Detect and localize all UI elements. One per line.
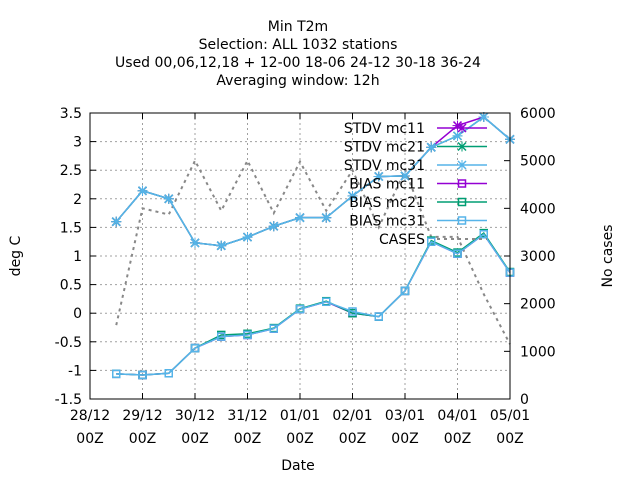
x-tick-label-hour: 00Z	[181, 431, 208, 447]
data-point	[400, 286, 410, 296]
y2-tick-label: 2000	[520, 297, 556, 313]
x-tick-label-date: 28/12	[70, 408, 110, 424]
data-point	[243, 330, 252, 340]
x-tick-label-hour: 00Z	[444, 431, 471, 447]
data-point	[373, 171, 384, 182]
data-point	[427, 237, 436, 246]
data-point	[242, 232, 253, 243]
data-point	[453, 249, 462, 258]
series-line-stdv-mc21	[115, 116, 511, 247]
data-point	[321, 212, 332, 223]
data-point	[216, 240, 227, 251]
data-point	[111, 216, 122, 227]
x-tick-label-hour: 00Z	[129, 431, 156, 447]
y-tick-label: 1.5	[60, 220, 82, 236]
legend-marker	[457, 179, 467, 188]
series-line-cases	[115, 158, 511, 345]
y-tick-label: 1	[73, 249, 82, 265]
y2-tick-label: 4000	[520, 201, 556, 217]
x-tick-label-date: 30/12	[175, 408, 215, 424]
data-point	[138, 370, 147, 380]
data-point	[374, 312, 383, 321]
data-point	[268, 221, 279, 232]
data-point	[269, 324, 278, 333]
legend-marker	[457, 141, 467, 152]
data-point	[400, 170, 410, 181]
x-tick-label-hour: 00Z	[496, 431, 523, 447]
data-point	[348, 307, 357, 316]
x-tick-label-date: 05/01	[490, 408, 530, 424]
data-point	[190, 237, 200, 248]
y-tick-label: 3.5	[60, 106, 82, 122]
series-line-stdv-mc31	[115, 116, 511, 247]
y-tick-label: 3	[73, 135, 82, 151]
legend-label: CASES	[379, 232, 425, 248]
y-tick-label: -1.5	[55, 392, 82, 408]
y-tick-label: 2	[73, 192, 82, 208]
legend-marker	[457, 216, 467, 225]
x-tick-label-hour: 00Z	[339, 431, 366, 447]
data-point	[478, 112, 489, 123]
legend-label: STDV mc31	[344, 158, 425, 174]
chart-title: Min T2m Selection: ALL 1032 stations Used …	[115, 19, 481, 89]
data-point	[190, 343, 200, 353]
data-point	[347, 190, 358, 201]
y-tick-label: 0	[73, 306, 82, 322]
data-point	[426, 142, 437, 153]
legend-marker	[457, 123, 467, 133]
y2-tick-label: 6000	[520, 106, 556, 122]
data-point	[217, 332, 226, 341]
x-tick-label-hour: 00Z	[391, 431, 418, 447]
data-point	[295, 304, 305, 314]
legend-marker	[457, 160, 467, 170]
y2-tick-label: 0	[520, 392, 529, 408]
series-line-bias-mc21	[116, 232, 511, 376]
series-line-stdv-mc11	[115, 116, 511, 247]
grid	[90, 113, 510, 399]
x-tick-label-hour: 00Z	[234, 431, 261, 447]
series-lines	[111, 112, 515, 380]
title-line: Averaging window: 12h	[216, 73, 379, 89]
x-tick-label-date: 01/01	[280, 408, 320, 424]
x-tick-label-date: 31/12	[227, 408, 267, 424]
x-tick-label-date: 02/01	[332, 408, 372, 424]
legend-marker	[457, 197, 467, 207]
y-tick-label: 2.5	[60, 163, 82, 179]
data-point	[112, 369, 121, 379]
cases-series	[115, 158, 511, 345]
y2-tick-label: 1000	[520, 344, 556, 360]
legend: STDV mc11 STDV mc21 STDV mc31 BIAS mc11 BIAS…	[344, 121, 487, 248]
legend-label: BIAS mc31	[349, 214, 425, 230]
series-line-bias-mc31	[116, 233, 511, 376]
x-tick-label-hour: 00Z	[76, 431, 103, 447]
y-axis-label: deg C	[8, 235, 24, 276]
data-point	[137, 185, 148, 196]
y2-tick-label: 5000	[520, 154, 556, 170]
data-point	[295, 212, 305, 223]
data-point	[164, 369, 173, 378]
data-point	[452, 130, 463, 141]
title-line: Used 00,06,12,18 + 12-00 18-06 24-12 30-…	[115, 55, 481, 71]
axis-ticks: -1.5 -1 -0.5 0 0.5 1 1.5 2 2.5 3 3.5 0 1000 2000 3000 4…	[55, 106, 556, 447]
legend-label: STDV mc21	[344, 140, 425, 156]
legend-label: BIAS mc21	[349, 195, 425, 211]
data-point	[322, 297, 331, 307]
data-point	[479, 230, 488, 239]
x-tick-label-date: 29/12	[122, 408, 162, 424]
y2-tick-label: 3000	[520, 249, 556, 265]
y-tick-label: 0.5	[60, 278, 82, 294]
title-line: Selection: ALL 1032 stations	[199, 37, 398, 53]
x-tick-label-date: 04/01	[437, 408, 477, 424]
legend-label: STDV mc11	[344, 121, 425, 137]
legend-label: BIAS mc11	[349, 177, 425, 193]
x-tick-label-date: 03/01	[385, 408, 425, 424]
y-tick-label: -1	[68, 363, 82, 379]
title-line: Min T2m	[268, 19, 328, 35]
y2-axis-label: No cases	[600, 225, 616, 288]
y-tick-label: -0.5	[55, 335, 82, 351]
x-tick-label-hour: 00Z	[286, 431, 313, 447]
x-axis-label: Date	[281, 458, 314, 474]
data-point	[163, 193, 174, 204]
